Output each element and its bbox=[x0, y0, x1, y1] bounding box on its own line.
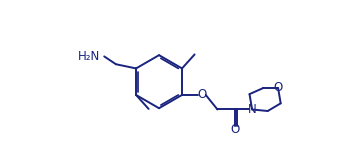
Text: H₂N: H₂N bbox=[78, 50, 100, 63]
Text: N: N bbox=[248, 103, 256, 116]
Text: O: O bbox=[198, 89, 207, 102]
Text: O: O bbox=[230, 123, 239, 136]
Text: O: O bbox=[273, 82, 283, 95]
